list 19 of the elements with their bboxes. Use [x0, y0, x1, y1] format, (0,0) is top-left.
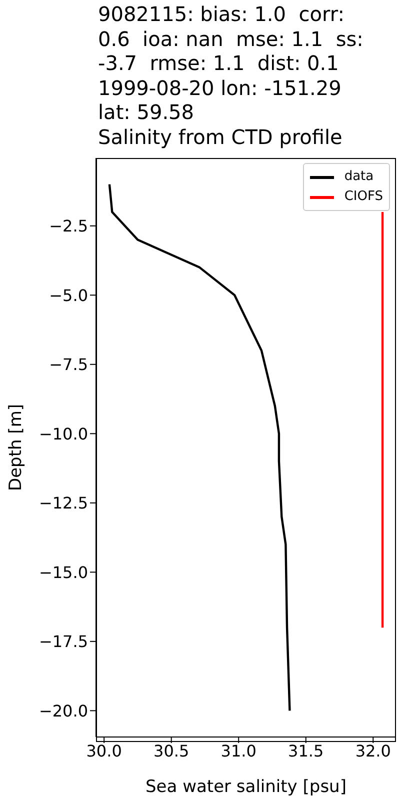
- y-tick-label: −17.5: [38, 632, 88, 652]
- legend-label: data: [344, 168, 374, 186]
- y-tick-label: −20.0: [38, 701, 88, 720]
- y-axis-title: Depth [m]: [6, 404, 26, 492]
- y-tick-label: −7.5: [49, 355, 88, 374]
- y-tick-label: −15.0: [38, 562, 88, 582]
- y-tick-label: −10.0: [38, 424, 88, 444]
- y-tick-label: −5.0: [49, 286, 88, 305]
- x-tick-label: 30.5: [154, 741, 190, 760]
- x-tick-label: 32.0: [355, 741, 391, 760]
- y-tick-label: −12.5: [38, 494, 88, 513]
- y-tick-label: −2.5: [49, 216, 88, 236]
- x-tick-label: 31.0: [220, 741, 256, 760]
- x-tick-label: 30.0: [86, 741, 122, 760]
- x-tick-label: 31.5: [288, 741, 324, 760]
- x-axis-title: Sea water salinity [psu]: [146, 777, 346, 797]
- legend-label: CIOFS: [344, 188, 383, 206]
- chart-title: 9082115: bias: 1.0 corr: 0.6 ioa: nan mse: 1.1 ss: -3.7 rmse: 1.1 dist: 0.1 1999-08-20 lon: -151.29 lat: 59.58 Salinity from CTD profile: [98, 2, 364, 150]
- line-series: [108, 183, 291, 712]
